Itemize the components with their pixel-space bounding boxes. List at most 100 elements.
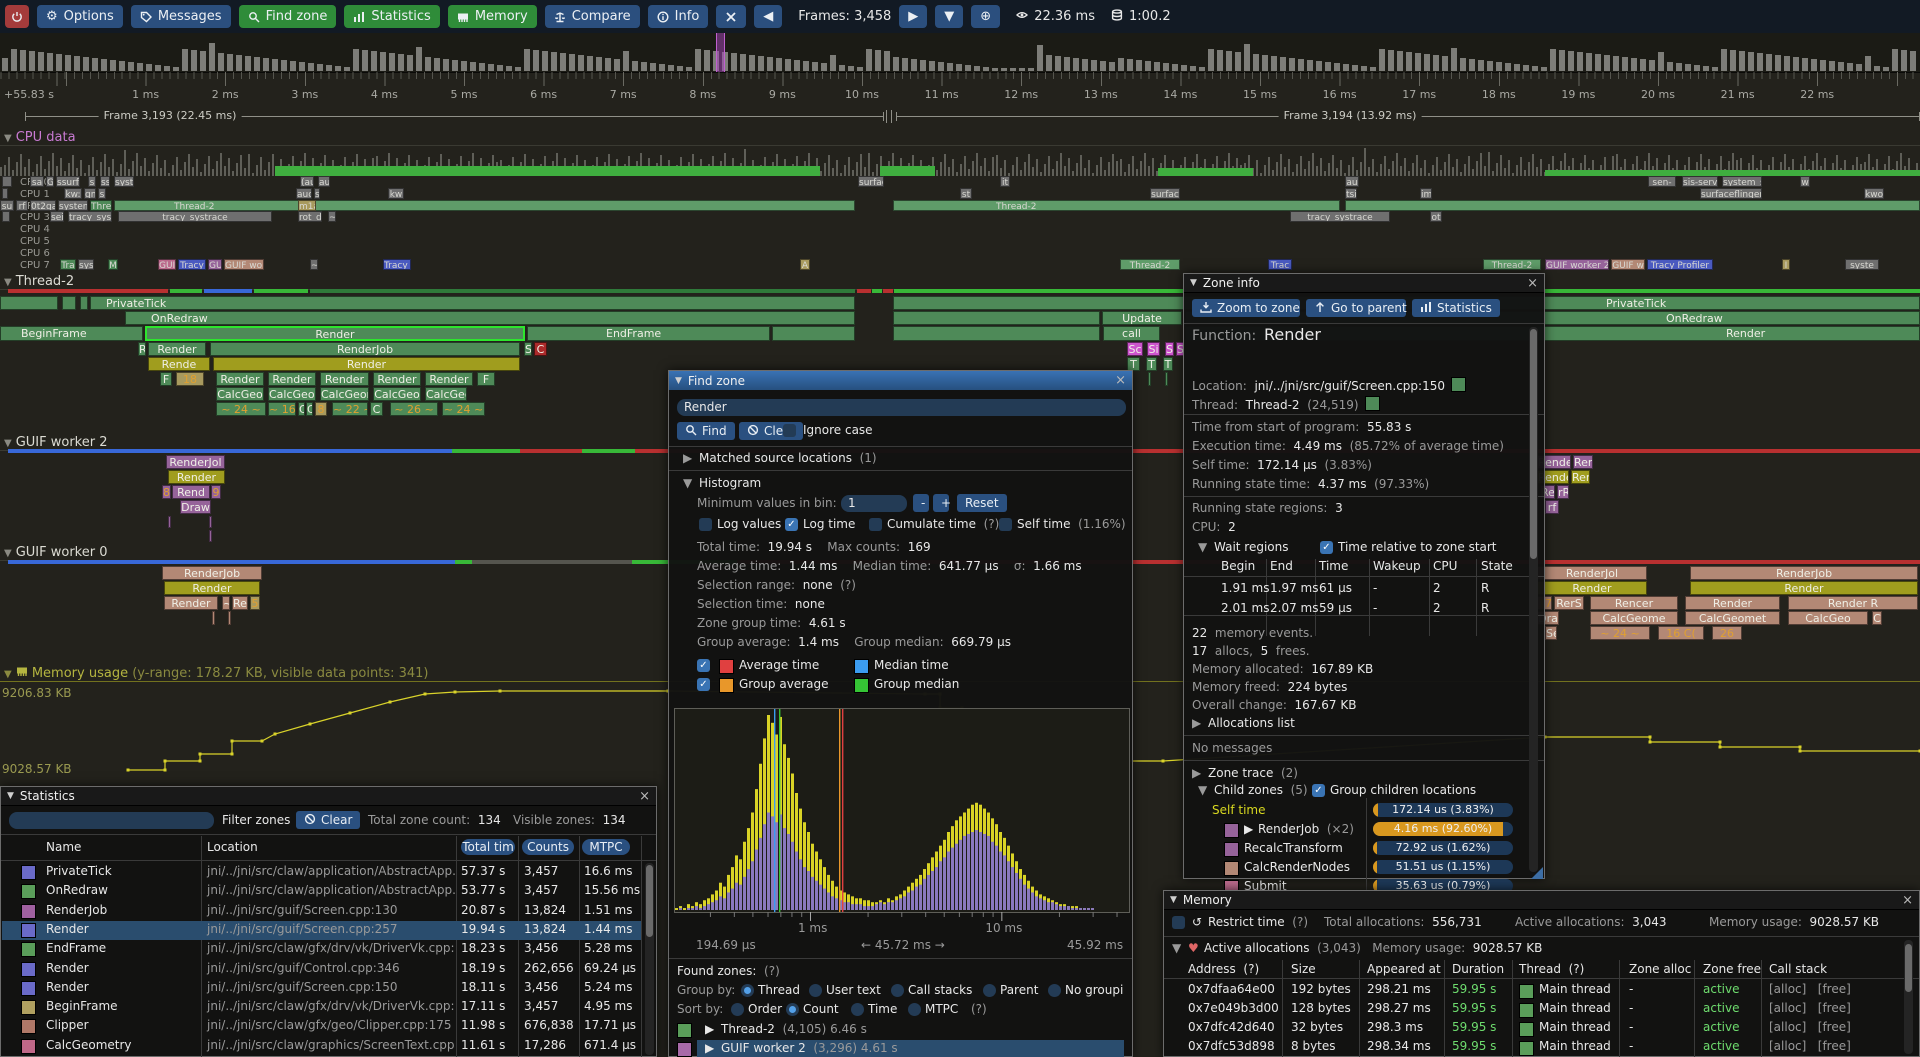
timeline-zone[interactable]: [80, 296, 88, 310]
checkbox[interactable]: ✓: [697, 659, 710, 672]
timeline-zone[interactable]: au: [1345, 176, 1359, 187]
overview-frame-bar[interactable]: [542, 51, 548, 71]
timeline-zone[interactable]: Trac: [1268, 258, 1292, 270]
timeline-zone[interactable]: tsi: [1345, 187, 1357, 199]
overview-frame-bar[interactable]: [1541, 67, 1547, 71]
sort-counts[interactable]: Counts: [522, 839, 574, 855]
overview-frame-bar[interactable]: [1244, 44, 1250, 71]
timeline-zone[interactable]: Render: [216, 372, 264, 386]
radio-button[interactable]: [1048, 984, 1061, 997]
overview-frame-bar[interactable]: [1847, 63, 1853, 71]
timeline-zone[interactable]: rR: [1557, 485, 1569, 499]
tools-button[interactable]: [716, 5, 747, 28]
overview-frame-bar[interactable]: [1802, 58, 1808, 71]
timeline-zone[interactable]: C: [1872, 611, 1882, 625]
cpu-data-header[interactable]: ▼ CPU data: [0, 130, 1920, 146]
overview-frame-bar[interactable]: [1100, 61, 1106, 71]
timeline-zone[interactable]: Thread-2: [1120, 258, 1180, 270]
overview-frame-bar[interactable]: [740, 54, 746, 71]
overview-frame-bar[interactable]: [1559, 50, 1565, 71]
overview-frame-bar[interactable]: [263, 58, 269, 71]
resize-grip[interactable]: [1531, 867, 1543, 879]
find-zone-query-input[interactable]: Render: [677, 399, 1126, 416]
timeline-zone[interactable]: ~ 24 ~: [442, 402, 485, 416]
timeline-zone[interactable]: [0, 296, 58, 310]
overview-frame-bar[interactable]: [569, 54, 575, 71]
overview-frame-bar[interactable]: [1703, 66, 1709, 71]
overview-frame-bar[interactable]: [497, 65, 503, 71]
overview-frame-bar[interactable]: [551, 52, 557, 71]
overview-frame-bar[interactable]: [1190, 66, 1196, 71]
frame-span-line[interactable]: [25, 116, 884, 117]
timeline-zone[interactable]: sen-: [1648, 176, 1676, 187]
timeline-zone[interactable]: sa: [30, 176, 44, 187]
options-button[interactable]: ⚙ Options: [37, 5, 123, 28]
timeline-zone[interactable]: Render: [373, 372, 421, 386]
frame-overview[interactable]: [0, 33, 1920, 73]
timeline-zone[interactable]: rf: [1545, 500, 1559, 514]
checkbox[interactable]: [999, 518, 1012, 531]
min-bin-decrease[interactable]: -: [913, 494, 929, 512]
statistics-button[interactable]: Statistics: [344, 5, 440, 28]
overview-frame-bar[interactable]: [965, 65, 971, 71]
radio-button[interactable]: [809, 984, 822, 997]
go-to-frame-button[interactable]: ▼: [935, 5, 964, 28]
overview-frame-bar[interactable]: [695, 49, 701, 71]
timeline-zone[interactable]: Render: [168, 470, 225, 484]
timeline-zone[interactable]: [1148, 372, 1151, 386]
overview-frame-bar[interactable]: [857, 67, 863, 71]
timeline-zone[interactable]: Render: [1690, 581, 1918, 595]
timeline-zone[interactable]: Thread-2: [114, 199, 855, 211]
timeline-zone[interactable]: rf: [16, 199, 28, 211]
overview-frame-bar[interactable]: [1316, 61, 1322, 71]
power-button[interactable]: [5, 5, 29, 28]
overview-frame-bar[interactable]: [1838, 62, 1844, 71]
min-bin-increase[interactable]: +: [933, 494, 951, 512]
overview-frame-bar[interactable]: [20, 50, 26, 71]
overview-frame-bar[interactable]: [614, 59, 620, 71]
timeline-zone[interactable]: CalcGeo: [373, 387, 421, 401]
timeline-zone[interactable]: call: [1103, 326, 1160, 341]
overview-frame-bar[interactable]: [1235, 52, 1241, 71]
overview-frame-bar[interactable]: [722, 52, 728, 71]
timeline-zone[interactable]: s: [98, 187, 106, 199]
overview-frame-bar[interactable]: [38, 52, 44, 71]
overview-frame-bar[interactable]: [1217, 50, 1223, 71]
timeline-zone[interactable]: Tracy I: [383, 258, 411, 270]
timeline-zone[interactable]: [893, 311, 1100, 325]
overview-frame-bar[interactable]: [227, 54, 233, 71]
overview-frame-bar[interactable]: [830, 55, 836, 71]
timeline-zone[interactable]: RenderJob: [162, 566, 262, 580]
overview-frame-bar[interactable]: [1487, 61, 1493, 71]
track-header-thread-2[interactable]: ▼ Thread-2: [0, 274, 1920, 290]
timeline-zone[interactable]: [2, 211, 10, 223]
timeline-zone[interactable]: Tra: [60, 258, 76, 270]
timeline-zone[interactable]: [62, 296, 76, 310]
close-icon[interactable]: ×: [639, 788, 650, 804]
timeline-zone[interactable]: Render: [164, 581, 260, 595]
overview-frame-bar[interactable]: [371, 51, 377, 71]
timeline-zone[interactable]: kwor: [1864, 187, 1884, 199]
go-to-parent-button[interactable]: Go to parent: [1306, 299, 1407, 317]
overview-frame-bar[interactable]: [47, 53, 53, 71]
timeline-zone[interactable]: Render: [268, 372, 316, 386]
timeline-zone[interactable]: CalcGeo: [1788, 611, 1868, 625]
overview-frame-bar[interactable]: [317, 64, 323, 71]
overview-frame-bar[interactable]: [56, 54, 62, 71]
collapse-icon[interactable]: ▼: [1170, 895, 1177, 905]
overview-frame-bar[interactable]: [1010, 68, 1016, 71]
timeline-zone[interactable]: Thre: [90, 199, 112, 211]
overview-frame-bar[interactable]: [1514, 64, 1520, 71]
timeline-zone[interactable]: [168, 516, 171, 528]
timeline-zone[interactable]: M: [108, 258, 118, 270]
timeline-zone[interactable]: T: [1163, 357, 1173, 371]
overview-frame-bar[interactable]: [866, 49, 872, 71]
overview-frame-bar[interactable]: [947, 63, 953, 71]
overview-frame-bar[interactable]: [1271, 56, 1277, 71]
timeline-zone[interactable]: [2, 176, 12, 187]
overview-frame-bar[interactable]: [191, 50, 197, 71]
overview-frame-bar[interactable]: [1127, 59, 1133, 71]
overview-frame-bar[interactable]: [218, 53, 224, 71]
timeline-zone[interactable]: Tracy: [178, 258, 206, 270]
overview-frame-bar[interactable]: [434, 58, 440, 71]
